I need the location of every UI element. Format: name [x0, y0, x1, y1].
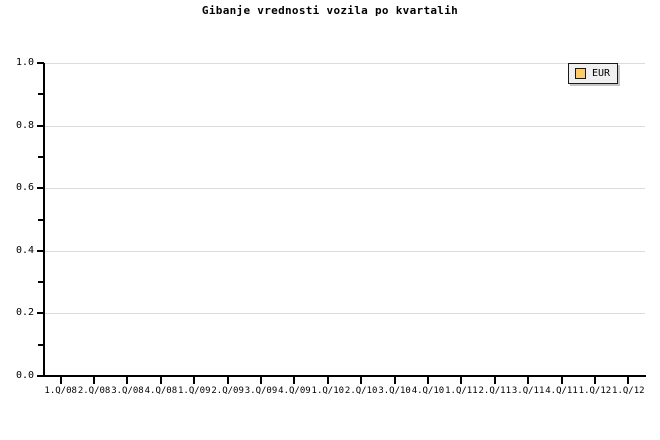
y-axis-tick-minor [38, 343, 44, 346]
x-axis-tick [126, 377, 129, 384]
y-axis-label: 0.6 [15, 182, 34, 194]
x-axis-tick [493, 377, 496, 384]
gridline [44, 188, 645, 190]
x-axis-label: 2.Q/08 [77, 386, 111, 396]
x-axis-label: 2.Q/11 [478, 386, 512, 396]
x-axis-label: 2.Q/10 [344, 386, 378, 396]
y-axis-tick-minor [38, 281, 44, 284]
y-axis-tick [37, 124, 44, 127]
x-axis-label: 3.Q/10 [378, 386, 411, 396]
x-axis-tick [393, 377, 396, 384]
x-axis-label: 3.Q/11 [511, 386, 545, 396]
x-axis-tick [360, 377, 363, 384]
x-axis-label: 4.Q/09 [278, 386, 311, 396]
legend-swatch-eur [575, 68, 586, 79]
x-axis-tick [59, 377, 62, 384]
x-axis-tick [93, 377, 96, 384]
y-axis-tick-minor [38, 218, 44, 221]
chart-legend[interactable]: EUR [568, 63, 619, 84]
y-axis-tick-minor [38, 93, 44, 96]
x-axis-tick [226, 377, 229, 384]
y-axis-tick [37, 249, 44, 252]
x-axis-tick [260, 377, 263, 384]
x-axis-label: 1.Q/08 [44, 386, 77, 396]
y-axis-label: 0.0 [15, 370, 34, 381]
x-axis-label: 1.Q/10 [311, 386, 345, 396]
x-axis-tick [460, 377, 463, 384]
x-axis-tick [426, 377, 429, 384]
x-axis-label: 4.Q/11 [545, 386, 578, 396]
y-axis-label: 0.2 [15, 307, 34, 319]
gridline [44, 125, 645, 127]
y-axis-tick [37, 62, 44, 64]
y-axis-label: 0.4 [15, 244, 34, 256]
gridline [44, 313, 645, 315]
y-axis-label: 1.0 [15, 57, 34, 68]
y-axis-tick [37, 312, 44, 315]
y-axis-label: 0.8 [15, 119, 34, 131]
x-axis-spine [43, 375, 646, 377]
chart-title: Gibanje vrednosti vozila po kvartalih [201, 4, 459, 17]
gridline [44, 250, 645, 252]
x-axis-tick [527, 377, 530, 384]
x-axis-label: 3.Q/08 [111, 386, 144, 396]
x-axis-label: 1.Q/12 [578, 386, 612, 396]
x-axis-tick [159, 377, 162, 384]
x-axis-tick [593, 377, 596, 384]
legend-label-eur: EUR [592, 68, 611, 79]
x-axis-label: 4.Q/10 [411, 386, 445, 396]
x-axis-label: 1.Q/09 [177, 386, 211, 396]
plot-area [44, 63, 645, 376]
x-axis-tick [627, 377, 630, 384]
gridline [44, 63, 645, 64]
x-axis-label: 3.Q/09 [244, 386, 278, 396]
y-axis-spine [43, 63, 45, 377]
x-axis-tick [193, 377, 196, 384]
x-axis-label: 2.Q/09 [211, 386, 244, 396]
x-axis-tick [560, 377, 563, 384]
y-axis-tick [37, 187, 44, 190]
x-axis-label: 4.Q/08 [144, 386, 178, 396]
y-axis-tick [37, 375, 44, 377]
x-axis-tick [326, 377, 329, 384]
x-axis-tick [293, 377, 296, 384]
x-axis-label: 1.Q/12 [612, 386, 645, 396]
y-axis-tick-minor [38, 155, 44, 158]
x-axis-label: 1.Q/11 [445, 386, 478, 396]
